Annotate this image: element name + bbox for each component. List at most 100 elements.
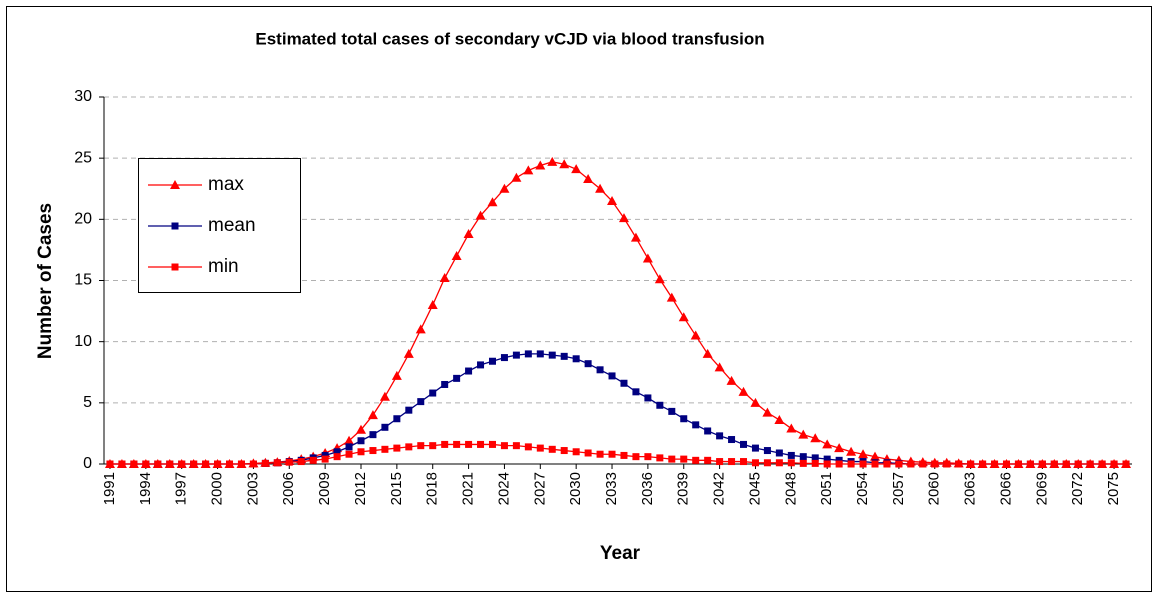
marker (178, 460, 186, 468)
marker (309, 456, 317, 464)
marker (656, 454, 664, 462)
marker (596, 450, 604, 458)
marker (728, 458, 736, 466)
x-axis-label: Year (600, 543, 641, 564)
x-tick-label: 2048 (782, 472, 799, 505)
marker (393, 415, 401, 423)
marker (740, 440, 748, 448)
marker (487, 197, 498, 207)
marker (571, 164, 582, 174)
marker (130, 460, 138, 468)
x-tick-label: 2024 (495, 472, 512, 505)
marker (632, 453, 640, 461)
legend-label: min (208, 256, 239, 277)
marker (453, 440, 461, 448)
x-tick-label: 2009 (316, 472, 333, 505)
marker (644, 453, 652, 461)
marker (369, 431, 377, 439)
marker (1110, 460, 1118, 468)
marker (499, 183, 510, 193)
y-tick-label: 10 (74, 333, 92, 350)
marker (620, 379, 628, 387)
marker (463, 229, 474, 239)
x-tick-label: 2036 (639, 472, 656, 505)
x-tick-label: 2000 (209, 472, 226, 505)
marker (1086, 460, 1094, 468)
marker (750, 397, 761, 407)
marker (500, 442, 508, 450)
marker (834, 443, 845, 453)
x-tick-label: 2045 (746, 472, 763, 505)
marker (321, 455, 329, 463)
legend: max mean min (138, 158, 301, 293)
marker (751, 459, 759, 467)
marker (620, 451, 628, 459)
legend-label: mean (208, 215, 256, 236)
marker (524, 443, 532, 451)
marker (512, 351, 520, 359)
marker (608, 372, 616, 380)
marker (523, 165, 534, 175)
marker (716, 458, 724, 466)
marker (726, 375, 737, 385)
x-tick-label: 2072 (1069, 472, 1086, 505)
x-tick-label: 2057 (890, 472, 907, 505)
marker (345, 443, 353, 451)
x-tick-label: 2075 (1105, 472, 1122, 505)
marker (692, 421, 700, 429)
marker (154, 460, 162, 468)
marker (226, 460, 234, 468)
marker (1062, 460, 1070, 468)
marker (321, 451, 329, 459)
marker (919, 460, 927, 468)
marker (871, 460, 879, 468)
marker (417, 442, 425, 450)
marker (429, 389, 437, 397)
x-tick-label: 2039 (675, 472, 692, 505)
x-tick-label: 2033 (603, 472, 620, 505)
y-tick-label: 5 (83, 394, 92, 411)
marker (524, 350, 532, 358)
marker (656, 401, 664, 409)
marker (583, 173, 594, 183)
x-tick-label: 1997 (173, 472, 190, 505)
marker (846, 446, 857, 456)
marker (799, 453, 807, 461)
marker (1050, 460, 1058, 468)
marker (728, 436, 736, 444)
marker (907, 460, 915, 468)
marker (511, 172, 522, 182)
marker (357, 448, 365, 456)
marker (895, 460, 903, 468)
x-tick-label: 2021 (460, 472, 477, 505)
marker (453, 374, 461, 382)
marker (883, 460, 891, 468)
marker (762, 407, 773, 417)
marker (285, 458, 293, 466)
marker (810, 433, 821, 443)
marker (166, 460, 174, 468)
marker (1122, 460, 1130, 468)
marker (465, 367, 473, 375)
marker (106, 460, 114, 468)
marker (786, 423, 797, 433)
marker (202, 460, 210, 468)
marker (654, 274, 665, 284)
chart-border (6, 6, 1152, 592)
marker (1038, 460, 1046, 468)
marker (979, 460, 987, 468)
x-tick-label: 2018 (424, 472, 441, 505)
marker (595, 183, 606, 193)
x-tick-label: 1991 (101, 472, 118, 505)
marker (536, 444, 544, 452)
x-tick-label: 2069 (1033, 472, 1050, 505)
marker (500, 354, 508, 362)
marker (415, 324, 426, 334)
marker (559, 159, 570, 169)
x-tick-label: 2054 (854, 472, 871, 505)
marker (367, 410, 378, 420)
marker (774, 414, 785, 424)
x-tick-label: 2006 (280, 472, 297, 505)
marker (190, 460, 198, 468)
legend-marker (171, 263, 179, 271)
